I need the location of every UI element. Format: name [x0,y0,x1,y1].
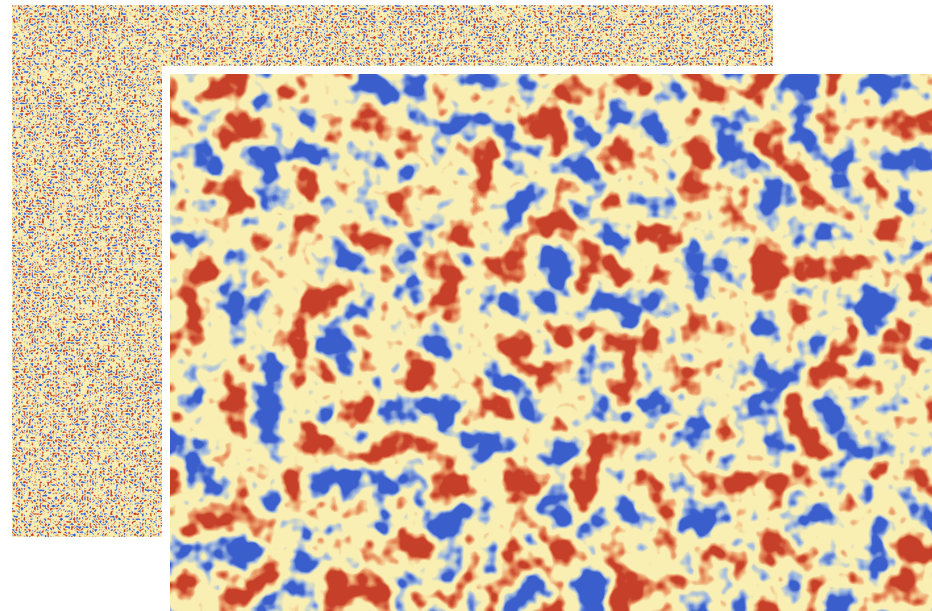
front-noise-texture [170,74,932,611]
scene [0,0,932,611]
body [0,0,932,611]
page: {} html, body { margin: 0; padding: 0; w… [0,0,932,611]
